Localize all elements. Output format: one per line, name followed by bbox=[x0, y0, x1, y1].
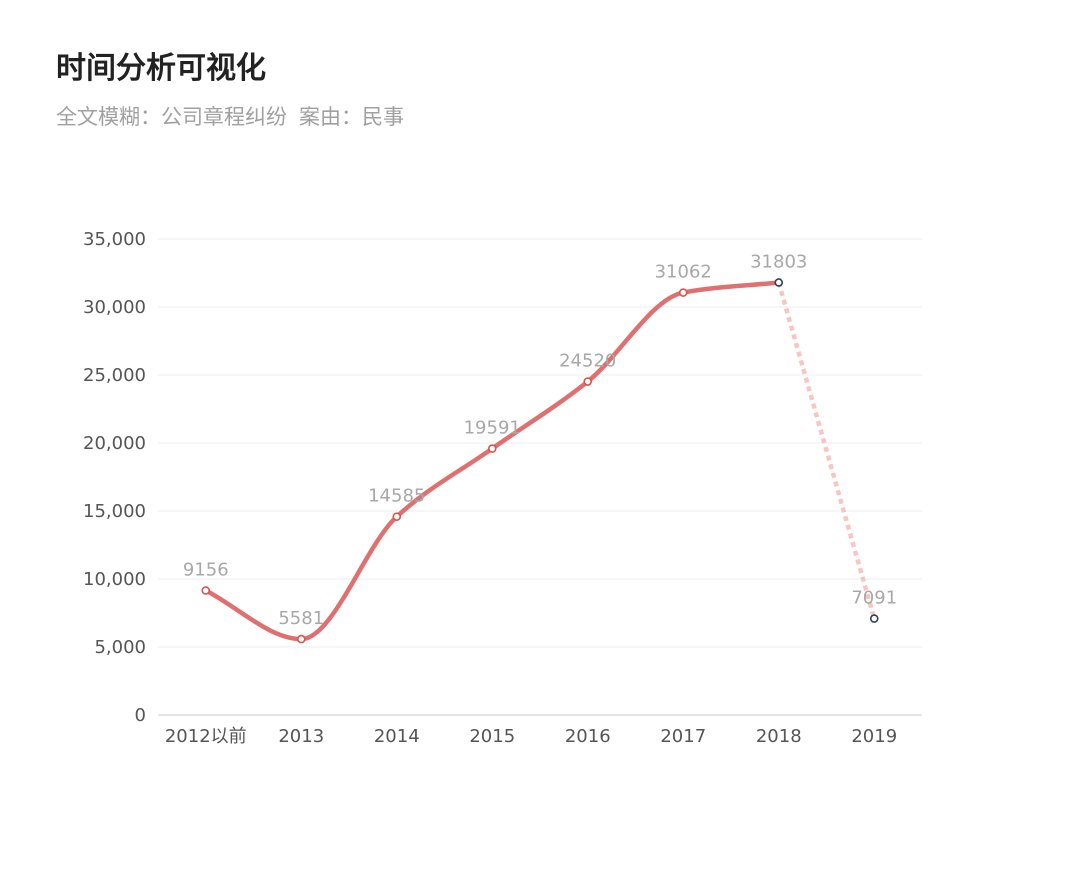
series-line-dashed bbox=[776, 281, 877, 620]
x-tick-label: 2015 bbox=[469, 726, 515, 747]
data-point-marker bbox=[869, 614, 879, 623]
data-value-label: 14585 bbox=[368, 486, 425, 507]
data-value-label: 31803 bbox=[750, 251, 807, 272]
data-markers bbox=[201, 278, 879, 644]
y-tick-label: 30,000 bbox=[83, 297, 146, 318]
x-tick-label: 2012以前 bbox=[165, 726, 247, 747]
data-point-marker bbox=[296, 634, 306, 644]
x-tick-label: 2017 bbox=[660, 726, 706, 747]
y-tick-label: 35,000 bbox=[83, 229, 146, 250]
subtitle-search-term: 全文模糊：公司章程纠纷 bbox=[56, 105, 287, 129]
data-point-marker bbox=[678, 288, 688, 297]
data-point-marker bbox=[583, 377, 593, 386]
data-value-label: 19591 bbox=[464, 418, 521, 439]
x-tick-label: 2016 bbox=[565, 726, 611, 747]
data-point-marker bbox=[487, 444, 497, 453]
x-tick-label: 2018 bbox=[756, 726, 802, 747]
series-line-solid bbox=[203, 280, 781, 642]
y-tick-label: 5,000 bbox=[94, 637, 146, 658]
y-tick-label: 10,000 bbox=[83, 569, 146, 590]
y-axis: 0 5,000 10,000 15,000 20,000 25,000 30,000 35,0… bbox=[83, 229, 146, 726]
grid-lines bbox=[158, 238, 922, 648]
x-axis: 2012以前 2013 2014 2015 2016 2017 2018 2019 bbox=[158, 714, 922, 747]
x-tick-label: 2019 bbox=[851, 726, 897, 747]
page-title: 时间分析可视化 bbox=[56, 51, 266, 86]
y-tick-label: 20,000 bbox=[83, 433, 146, 454]
series-lines bbox=[203, 280, 877, 642]
x-tick-label: 2013 bbox=[278, 726, 324, 747]
data-point-marker bbox=[392, 512, 402, 521]
y-tick-label: 0 bbox=[135, 705, 146, 726]
data-value-label: 7091 bbox=[851, 588, 897, 609]
data-point-marker bbox=[774, 278, 784, 287]
data-value-label: 5581 bbox=[278, 608, 324, 629]
page-subtitle: 全文模糊：公司章程纠纷 案由：民事 bbox=[56, 102, 404, 132]
data-value-label: 31062 bbox=[655, 262, 712, 283]
x-tick-label: 2014 bbox=[374, 726, 420, 747]
data-value-label: 9156 bbox=[183, 559, 229, 580]
y-tick-label: 25,000 bbox=[83, 365, 146, 386]
data-point-marker bbox=[201, 586, 211, 595]
data-value-label: 24520 bbox=[559, 351, 616, 372]
subtitle-case-type: 案由：民事 bbox=[299, 105, 404, 129]
data-labels: 9156 5581 14585 19591 24520 31062 31803 7091 bbox=[183, 251, 897, 629]
y-tick-label: 15,000 bbox=[83, 501, 146, 522]
